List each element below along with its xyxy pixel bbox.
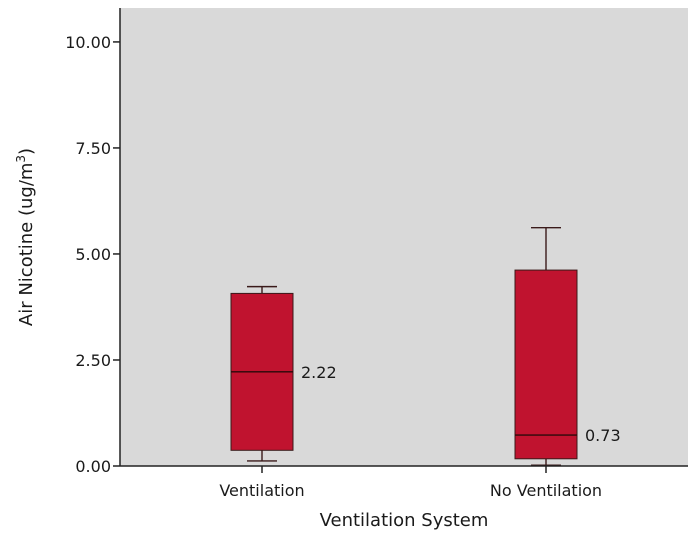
y-ticks-group: 0.00 2.50 5.00 7.50 10.00 xyxy=(65,33,120,476)
y-tick-label: 10.00 xyxy=(65,33,111,52)
y-axis-title-main: Air Nicotine (ug/m xyxy=(16,163,37,327)
box-2: 0.73 xyxy=(514,226,621,466)
x-axis-title: Ventilation System xyxy=(320,510,489,531)
boxes-group: 2.22 0.73 xyxy=(230,226,621,466)
y-tick-label: 5.00 xyxy=(75,245,111,264)
y-axis-title-close: ) xyxy=(16,148,37,155)
x-tick-label: No Ventilation xyxy=(490,481,602,500)
plot-area xyxy=(120,8,688,466)
x-tick-label: Ventilation xyxy=(219,481,304,500)
box-iqr xyxy=(514,269,578,460)
median-label: 0.73 xyxy=(585,426,621,445)
y-tick-label: 2.50 xyxy=(75,351,111,370)
y-axis-title: Air Nicotine (ug/m3) xyxy=(14,148,37,326)
median-label: 2.22 xyxy=(301,363,337,382)
y-tick-label: 7.50 xyxy=(75,139,111,158)
box-1: 2.22 xyxy=(230,285,337,462)
y-tick-label: 0.00 xyxy=(75,457,111,476)
y-axis-title-superscript: 3 xyxy=(14,155,28,163)
x-ticks-group: Ventilation No Ventilation xyxy=(219,466,602,500)
